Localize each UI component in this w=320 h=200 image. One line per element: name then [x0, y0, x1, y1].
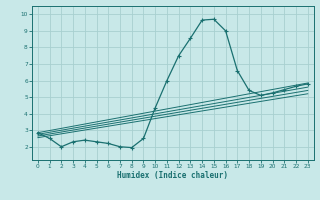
X-axis label: Humidex (Indice chaleur): Humidex (Indice chaleur) — [117, 171, 228, 180]
